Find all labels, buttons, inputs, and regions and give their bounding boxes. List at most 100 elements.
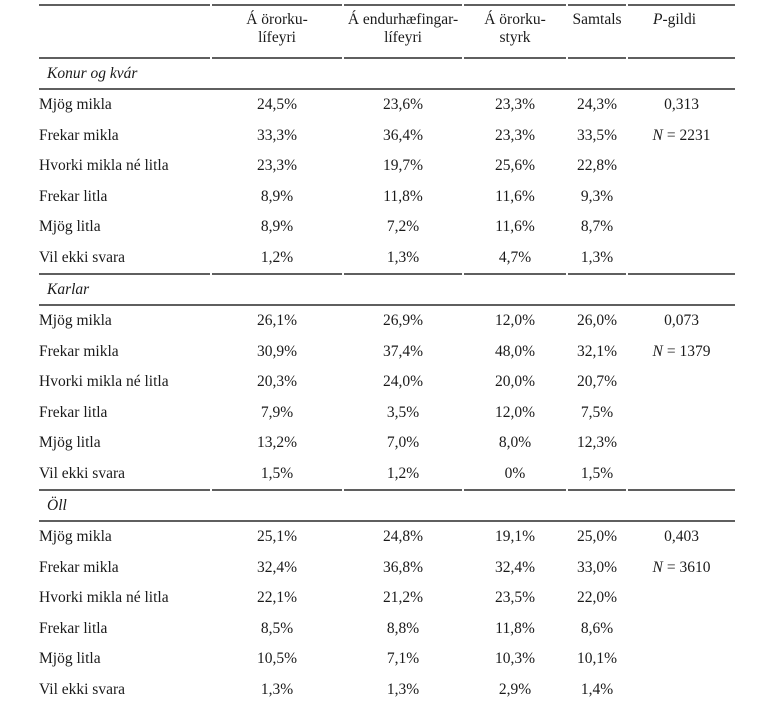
value-cell: 33,3% (256, 126, 298, 144)
statistics-table: Á örorku-lífeyri Á endurhæfingar-lífeyri… (37, 4, 737, 702)
table-row: Hvorki mikla né litla 20,3% 24,0% 20,0% 20,7… (39, 367, 735, 398)
table-row: Frekar mikla 32,4% 36,8% 32,4% 33,0% N = 3610 (39, 553, 735, 584)
empty-cell (628, 182, 735, 213)
value-cell: 26,0% (576, 312, 618, 330)
table-row: Frekar mikla 30,9% 37,4% 48,0% 32,1% N = 1379 (39, 337, 735, 368)
value-cell: 7,0% (386, 434, 420, 452)
value-cell: 19,1% (494, 528, 536, 546)
header-line: lífeyri (258, 29, 296, 46)
value-cell: 23,3% (256, 157, 298, 175)
value-cell: 30,9% (256, 342, 298, 360)
value-cell: 33,0% (576, 558, 618, 576)
value-cell: 12,3% (576, 434, 618, 452)
value-cell: 22,8% (576, 157, 618, 175)
table-row: Mjög litla 8,9% 7,2% 11,6% 8,7% (39, 212, 735, 243)
value-cell: 11,6% (495, 218, 535, 236)
empty-cell (628, 675, 735, 702)
row-label: Mjög litla (39, 218, 101, 236)
row-label: Vil ekki svara (39, 675, 210, 702)
value-cell: 8,0% (498, 434, 532, 452)
value-cell: 48,0% (494, 342, 536, 360)
value-cell: 20,3% (256, 373, 298, 391)
table-row: Hvorki mikla né litla 22,1% 21,2% 23,5% 22,0… (39, 583, 735, 614)
n-symbol: N (652, 342, 663, 360)
value-cell: 1,3% (344, 675, 462, 702)
value-cell: 23,5% (494, 589, 536, 607)
row-label: Hvorki mikla né litla (39, 589, 169, 607)
value-cell: 32,4% (256, 558, 298, 576)
n-value: = 2231 (666, 126, 711, 144)
header-col-ororkustyrk: Á örorku-styrk (464, 4, 566, 59)
table-row: Mjög litla 13,2% 7,0% 8,0% 12,3% (39, 428, 735, 459)
value-cell: 32,4% (494, 558, 536, 576)
n-value: = 1379 (666, 342, 711, 360)
empty-cell (628, 151, 735, 182)
value-cell: 32,1% (576, 342, 618, 360)
row-label: Mjög mikla (39, 96, 112, 114)
header-line: Á endurhæfingar- (347, 11, 459, 28)
table-row: Vil ekki svara 1,5% 1,2% 0% 1,5% (39, 459, 735, 491)
table-body: Konur og kvár Mjög mikla 24,5% 23,6% 23,3% 24… (39, 59, 735, 702)
value-cell: 1,2% (212, 243, 342, 275)
value-cell: 1,5% (212, 459, 342, 491)
value-cell: 33,5% (576, 126, 618, 144)
sample-size: N = 1379 (628, 337, 735, 368)
header-col-ororkulifeyri: Á örorku-lífeyri (212, 4, 342, 59)
sample-size: N = 3610 (628, 553, 735, 584)
value-cell: 20,7% (576, 373, 618, 391)
value-cell: 24,3% (576, 96, 618, 114)
value-cell: 24,0% (382, 373, 424, 391)
empty-cell (628, 367, 735, 398)
section-title-row: Konur og kvár (39, 59, 735, 90)
row-label: Frekar mikla (39, 342, 119, 360)
value-cell: 8,9% (260, 218, 294, 236)
header-line: Á örorku- (484, 11, 546, 28)
value-cell: 22,1% (256, 589, 298, 607)
row-label: Mjög litla (39, 434, 101, 452)
section-title: Karlar (39, 275, 735, 306)
value-cell: 2,9% (464, 675, 566, 702)
table-row: Mjög mikla 26,1% 26,9% 12,0% 26,0% 0,073 (39, 306, 735, 337)
value-cell: 36,8% (382, 558, 424, 576)
value-cell: 10,1% (576, 650, 618, 668)
section-title: Öll (39, 491, 735, 522)
row-label: Frekar litla (39, 187, 108, 205)
value-cell: 1,3% (344, 243, 462, 275)
value-cell: 1,3% (212, 675, 342, 702)
value-cell: 8,8% (386, 619, 420, 637)
value-cell: 13,2% (256, 434, 298, 452)
row-label: Hvorki mikla né litla (39, 373, 169, 391)
value-cell: 26,9% (382, 312, 424, 330)
header-col-samtals: Samtals (568, 4, 626, 59)
header-row: Á örorku-lífeyri Á endurhæfingar-lífeyri… (39, 4, 735, 59)
table-row: Mjög mikla 24,5% 23,6% 23,3% 24,3% 0,313 (39, 90, 735, 121)
empty-cell (628, 212, 735, 243)
row-label: Mjög mikla (39, 528, 112, 546)
value-cell: 23,3% (494, 126, 536, 144)
row-label: Vil ekki svara (39, 459, 210, 491)
value-cell: 8,7% (580, 218, 614, 236)
n-value: = 3610 (666, 558, 711, 576)
value-cell: 24,5% (256, 96, 298, 114)
value-cell: 12,0% (494, 403, 536, 421)
p-value: 0,073 (664, 312, 699, 330)
section-title: Konur og kvár (39, 59, 735, 90)
header-line: Á örorku- (246, 11, 308, 28)
n-symbol: N (652, 558, 663, 576)
table-row: Vil ekki svara 1,2% 1,3% 4,7% 1,3% (39, 243, 735, 275)
value-cell: 23,3% (494, 96, 536, 114)
header-col-pgildi: P-gildi (628, 4, 735, 59)
section-title-row: Öll (39, 491, 735, 522)
header-line: Samtals (572, 11, 622, 28)
header-line: -gildi (662, 11, 697, 28)
value-cell: 8,6% (580, 619, 614, 637)
value-cell: 7,9% (260, 403, 294, 421)
value-cell: 8,9% (260, 187, 294, 205)
value-cell: 25,1% (256, 528, 298, 546)
value-cell: 23,6% (382, 96, 424, 114)
value-cell: 4,7% (464, 243, 566, 275)
table-row: Frekar mikla 33,3% 36,4% 23,3% 33,5% N = 2231 (39, 121, 735, 152)
section-title-row: Karlar (39, 275, 735, 306)
value-cell: 20,0% (494, 373, 536, 391)
